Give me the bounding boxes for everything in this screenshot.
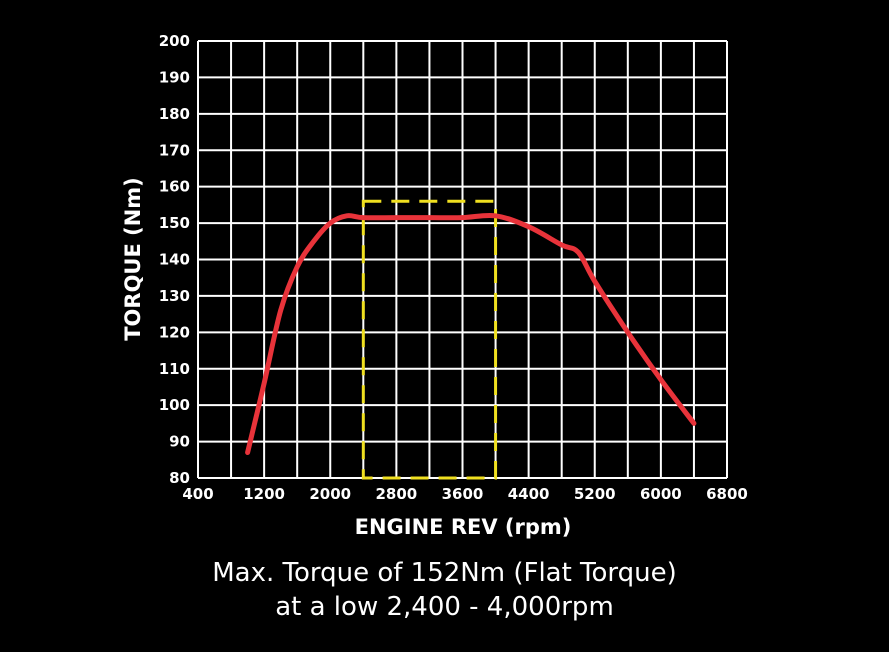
x-axis-title: ENGINE REV (rpm): [355, 515, 572, 539]
y-tick-label: 110: [159, 360, 190, 378]
x-tick-label: 5200: [574, 485, 616, 503]
caption-line-1: Max. Torque of 152Nm (Flat Torque): [212, 558, 677, 588]
y-tick-label: 80: [169, 469, 190, 487]
x-tick-label: 3600: [442, 485, 484, 503]
flat-torque-highlight-box: [361, 199, 498, 480]
y-tick-label: 90: [169, 433, 190, 451]
y-tick-label: 190: [159, 68, 190, 86]
x-tick-labels: 400 1200 2000 2800 3600 4400 5200 6000 6800: [182, 485, 748, 503]
x-tick-label: 400: [182, 485, 213, 503]
y-tick-label: 180: [159, 105, 190, 123]
y-tick-label: 160: [159, 178, 190, 196]
torque-curve: [245, 212, 697, 456]
y-tick-label: 200: [159, 32, 190, 50]
y-tick-label: 170: [159, 141, 190, 159]
x-tick-label: 4400: [508, 485, 550, 503]
y-tick-label: 130: [159, 287, 190, 305]
y-tick-labels: 80 90 100 110 120 130 140 150 160 170 180 190 200: [159, 32, 190, 487]
x-tick-label: 2800: [376, 485, 418, 503]
torque-chart: 80 90 100 110 120 130 140 150 160 170 180 190 200 40…: [121, 32, 748, 539]
y-axis-title: TORQUE (Nm): [121, 177, 145, 341]
x-tick-label: 1200: [243, 485, 285, 503]
y-tick-label: 140: [159, 251, 190, 269]
caption-line-2: at a low 2,400 - 4,000rpm: [275, 592, 614, 622]
y-tick-label: 100: [159, 396, 190, 414]
x-tick-label: 6000: [640, 485, 682, 503]
chart-grid: [197, 40, 728, 479]
y-tick-label: 150: [159, 214, 190, 232]
x-tick-label: 2000: [309, 485, 351, 503]
y-tick-label: 120: [159, 323, 190, 341]
x-tick-label: 6800: [706, 485, 748, 503]
